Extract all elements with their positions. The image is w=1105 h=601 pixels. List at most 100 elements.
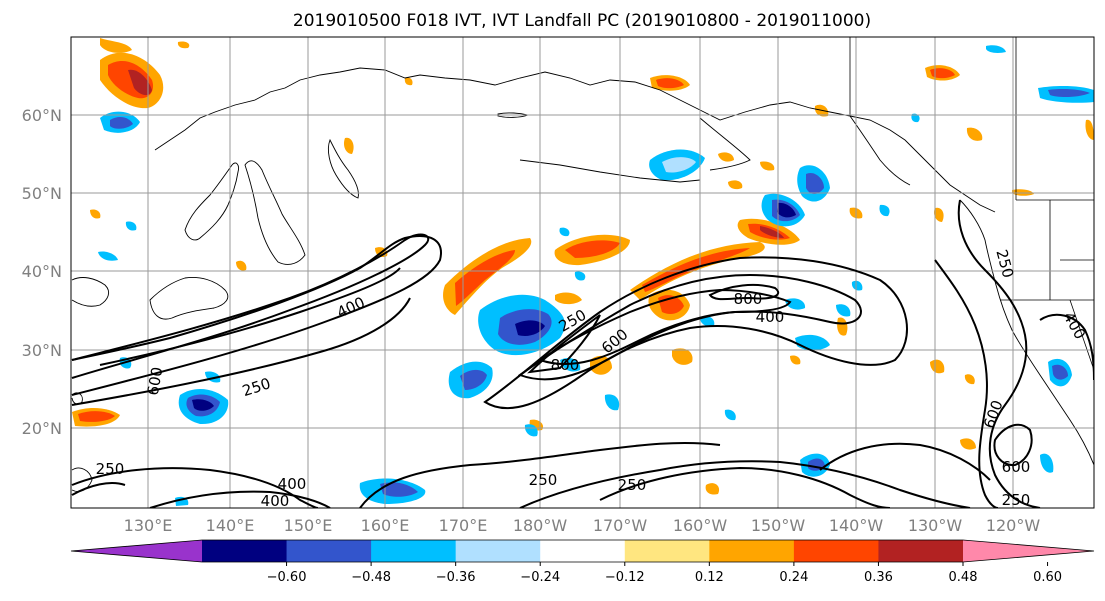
pc-negative-core bbox=[806, 172, 824, 194]
longitude-labels: 130°E 140°E 150°E 160°E 170°E 180°W 170°… bbox=[124, 516, 1041, 535]
lon-label: 140°W bbox=[829, 516, 884, 535]
map-title: 2019010500 F018 IVT, IVT Landfall PC (20… bbox=[293, 11, 871, 31]
contour-label: 400 bbox=[278, 475, 307, 493]
pc-positive-patch bbox=[966, 127, 983, 141]
map-frame bbox=[70, 36, 1095, 509]
colorbar-box bbox=[455, 540, 541, 562]
pc-negative-max bbox=[515, 320, 545, 336]
pc-negative-patch bbox=[724, 409, 736, 421]
colorbar-tick-label: 0.36 bbox=[864, 570, 893, 585]
pc-negative-core bbox=[1052, 364, 1068, 380]
ivt-contour bbox=[71, 235, 442, 396]
ivt-contour bbox=[1039, 313, 1094, 381]
pc-negative-core bbox=[110, 117, 133, 129]
pc-positive-patch bbox=[960, 438, 976, 450]
pc-positive-patch bbox=[760, 161, 775, 171]
japan-honshu-coastline bbox=[149, 277, 229, 320]
pc-negative-max bbox=[777, 202, 796, 218]
pc-positive-core bbox=[78, 411, 115, 422]
ivt-contour bbox=[71, 482, 126, 496]
state-border bbox=[1069, 299, 1094, 371]
contour-label: 250 bbox=[618, 476, 647, 494]
pc-negative-patch bbox=[851, 280, 863, 291]
korea-coastline bbox=[71, 277, 110, 307]
colorbar-tick-label: 0.24 bbox=[779, 570, 808, 585]
contour-label: 600 bbox=[1002, 458, 1031, 476]
pc-shading bbox=[72, 38, 1094, 506]
colorbar-tick-label: 0.48 bbox=[949, 570, 978, 585]
pc-positive-patch bbox=[236, 260, 247, 271]
pc-positive-patch bbox=[404, 77, 413, 86]
alaska-panhandle-coastline bbox=[849, 115, 911, 186]
colorbar-tick-label: 0.60 bbox=[1033, 570, 1062, 585]
ivt-contour bbox=[149, 490, 331, 508]
pc-positive-patch bbox=[1085, 119, 1094, 140]
colorbar: −0.60 −0.48 −0.36 −0.24 −0.12 0.12 0.24 0.36 0.4… bbox=[70, 539, 1095, 585]
lat-label-40n: 40°N bbox=[22, 262, 62, 281]
ivt-contour bbox=[993, 423, 1033, 467]
lon-label: 170°W bbox=[593, 516, 648, 535]
pc-negative-core bbox=[380, 482, 418, 497]
northern-coastline bbox=[154, 67, 996, 213]
pc-negative-core bbox=[460, 369, 487, 390]
colorbar-box bbox=[202, 540, 288, 562]
pc-positive-patch bbox=[964, 374, 975, 385]
pc-positive-patch bbox=[718, 152, 734, 162]
pc-negative-patch bbox=[574, 271, 586, 281]
lon-label: 160°E bbox=[361, 516, 410, 535]
pc-negative-patch bbox=[125, 221, 137, 231]
pc-positive-patch bbox=[343, 137, 354, 154]
pc-negative-core bbox=[1048, 89, 1090, 98]
pc-positive-core bbox=[455, 250, 515, 306]
pc-negative-patch bbox=[700, 316, 715, 327]
colorbar-tick-label: 0.12 bbox=[695, 570, 724, 585]
ivt-contour bbox=[71, 467, 319, 508]
lat-label-20n: 20°N bbox=[22, 419, 62, 438]
pc-negative-patch bbox=[879, 204, 890, 217]
pc-positive-patch bbox=[630, 242, 765, 300]
pc-negative-max bbox=[192, 399, 214, 411]
latitude-labels: 60°N 50°N 40°N 30°N 20°N bbox=[22, 106, 62, 438]
pc-negative-patch bbox=[836, 304, 851, 317]
pc-positive-patch bbox=[177, 41, 190, 49]
pc-positive-patch bbox=[672, 348, 693, 365]
ivt-contour bbox=[708, 283, 780, 301]
ivt-contour-labels: 400 600 250 250 400 800 600 250 800 400 … bbox=[96, 248, 1090, 510]
lon-label: 180°W bbox=[513, 516, 568, 535]
gridlines bbox=[71, 37, 1094, 508]
pc-negative-patch bbox=[524, 424, 538, 437]
pc-positive-patch bbox=[555, 292, 582, 305]
political-borders bbox=[849, 37, 1094, 371]
contour-label: 400 bbox=[261, 492, 290, 510]
pc-positive-patch bbox=[837, 317, 848, 336]
pc-negative-patch bbox=[559, 227, 570, 237]
ivt-contours bbox=[71, 199, 1094, 508]
pc-negative-patch bbox=[911, 113, 920, 123]
contour-label: 250 bbox=[96, 460, 125, 478]
colorbar-box bbox=[878, 540, 964, 562]
kamchatka-coastline bbox=[327, 138, 359, 199]
contour-label: 400 bbox=[756, 308, 785, 326]
ivt-contour bbox=[519, 460, 971, 508]
pc-positive-core bbox=[656, 78, 684, 89]
map-background bbox=[71, 37, 1094, 508]
lon-label: 160°W bbox=[673, 516, 728, 535]
colorbar-tick-label: −0.36 bbox=[436, 570, 476, 585]
colorbar-box bbox=[793, 540, 879, 562]
colorbar-tick-label: −0.12 bbox=[605, 570, 645, 585]
pc-positive-core bbox=[930, 68, 955, 79]
lon-label: 150°E bbox=[284, 516, 333, 535]
pc-negative-patch bbox=[98, 251, 118, 261]
map-layer: 400 600 250 250 400 800 600 250 800 400 … bbox=[71, 37, 1094, 510]
lat-label-30n: 30°N bbox=[22, 341, 62, 360]
lon-label: 140°E bbox=[206, 516, 255, 535]
colorbar-outline bbox=[70, 539, 1095, 563]
ivt-contour bbox=[537, 288, 792, 365]
colorbar-tick-label: −0.48 bbox=[351, 570, 391, 585]
pc-positive-patch bbox=[728, 180, 743, 190]
pc-positive-patch bbox=[100, 38, 132, 53]
pc-negative-patch bbox=[986, 45, 1006, 53]
colorbar-box bbox=[624, 540, 710, 562]
colorbar-box bbox=[286, 540, 372, 562]
